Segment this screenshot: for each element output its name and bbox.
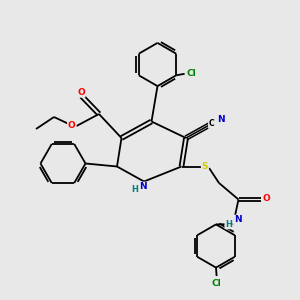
Text: O: O [262, 194, 270, 203]
Text: N: N [234, 215, 242, 224]
Text: H: H [132, 185, 138, 194]
Text: N: N [217, 115, 224, 124]
Text: O: O [77, 88, 85, 97]
Text: N: N [139, 182, 146, 191]
Text: Cl: Cl [212, 279, 221, 288]
Text: Cl: Cl [187, 69, 197, 78]
Text: S: S [202, 162, 208, 171]
Text: H: H [225, 220, 232, 229]
Text: O: O [68, 122, 76, 130]
Text: C: C [209, 119, 214, 128]
